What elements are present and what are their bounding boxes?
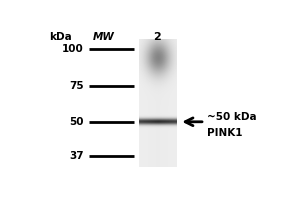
- Text: 50: 50: [70, 117, 84, 127]
- Text: MW: MW: [93, 32, 115, 42]
- Text: 100: 100: [62, 44, 84, 54]
- Text: ~50 kDa: ~50 kDa: [207, 112, 257, 122]
- Text: 37: 37: [69, 151, 84, 161]
- Text: kDa: kDa: [49, 32, 72, 42]
- Text: 75: 75: [69, 81, 84, 91]
- Text: PINK1: PINK1: [207, 128, 243, 138]
- Text: 2: 2: [153, 32, 161, 42]
